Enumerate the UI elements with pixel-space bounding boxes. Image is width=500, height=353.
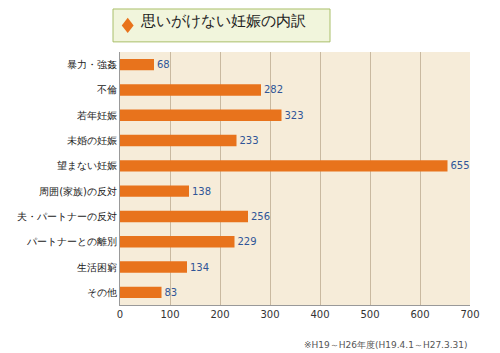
svg-text:134: 134 [190, 262, 209, 273]
svg-text:若年妊娠: 若年妊娠 [77, 110, 117, 121]
svg-text:その他: その他 [87, 287, 117, 298]
svg-text:100: 100 [160, 309, 179, 320]
svg-text:83: 83 [165, 287, 178, 298]
svg-text:229: 229 [238, 236, 257, 247]
svg-text:200: 200 [210, 309, 229, 320]
svg-text:夫・パートナーの反対: 夫・パートナーの反対 [17, 211, 117, 222]
svg-text:0: 0 [117, 309, 123, 320]
svg-text:生活困窮: 生活困窮 [77, 262, 117, 273]
svg-text:138: 138 [192, 186, 211, 197]
svg-text:周囲(家族)の反対: 周囲(家族)の反対 [39, 186, 117, 197]
svg-text:700: 700 [460, 309, 479, 320]
svg-text:未婚の妊娠: 未婚の妊娠 [67, 135, 117, 146]
svg-text:思いがけない妊娠の内訳: 思いがけない妊娠の内訳 [140, 12, 306, 30]
svg-text:233: 233 [240, 135, 259, 146]
svg-text:暴力・強姦: 暴力・強姦 [67, 59, 117, 70]
svg-text:不倫: 不倫 [97, 84, 117, 95]
svg-text:望まない妊娠: 望まない妊娠 [57, 160, 117, 171]
svg-text:282: 282 [264, 84, 283, 95]
svg-text:68: 68 [157, 59, 170, 70]
svg-text:256: 256 [251, 211, 270, 222]
svg-text:323: 323 [285, 110, 304, 121]
svg-text:500: 500 [360, 309, 379, 320]
svg-text:600: 600 [410, 309, 429, 320]
svg-text:パートナーとの離別: パートナーとの離別 [26, 236, 117, 247]
svg-text:300: 300 [260, 309, 279, 320]
svg-text:655: 655 [451, 160, 470, 171]
svg-text:400: 400 [310, 309, 329, 320]
svg-text:※H19～H26年度(H19.4.1～H27.3.31): ※H19～H26年度(H19.4.1～H27.3.31) [304, 340, 468, 350]
